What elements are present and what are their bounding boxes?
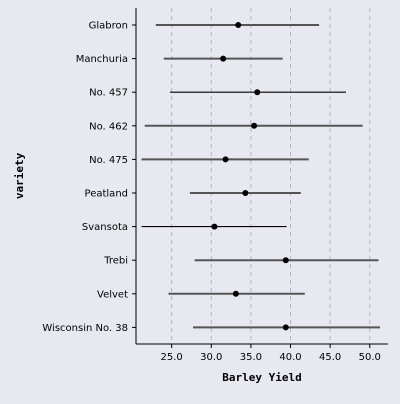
y-tick-label: No. 462 [89,121,128,132]
mean-point [235,22,241,28]
mean-points [211,22,288,330]
x-tick-label: 40.0 [279,352,301,363]
mean-point [211,224,217,230]
y-ticks: Glabron Manchuria No. 457 No. 462 No. 475 Pea… [42,21,136,334]
y-tick-label: Trebi [103,256,128,267]
y-tick-label: Wisconsin No. 38 [42,323,128,334]
mean-point [223,156,229,162]
mean-point [254,89,260,95]
x-tick-label: 45.0 [319,352,341,363]
y-tick-label: No. 457 [89,88,128,99]
x-tick-label: 30.0 [200,352,222,363]
mean-point [251,123,257,129]
x-axis-label: Barley Yield [222,371,301,384]
y-axis-label: variety [13,152,26,199]
mean-point [283,324,289,330]
y-tick-label: Manchuria [76,54,128,65]
y-tick-label: Velvet [97,289,128,300]
error-bars [142,25,381,327]
mean-point [283,257,289,263]
x-ticks: 25.0 30.0 35.0 40.0 45.0 50.0 [161,344,381,363]
x-tick-label: 50.0 [359,352,381,363]
mean-point [220,56,226,62]
mean-point [242,190,248,196]
x-tick-label: 35.0 [240,352,262,363]
mean-point [233,291,239,297]
y-tick-label: Svansota [82,222,128,233]
y-tick-label: No. 475 [89,155,128,166]
y-tick-label: Peatland [85,189,128,200]
x-tick-label: 25.0 [161,352,183,363]
y-tick-label: Glabron [89,21,128,32]
